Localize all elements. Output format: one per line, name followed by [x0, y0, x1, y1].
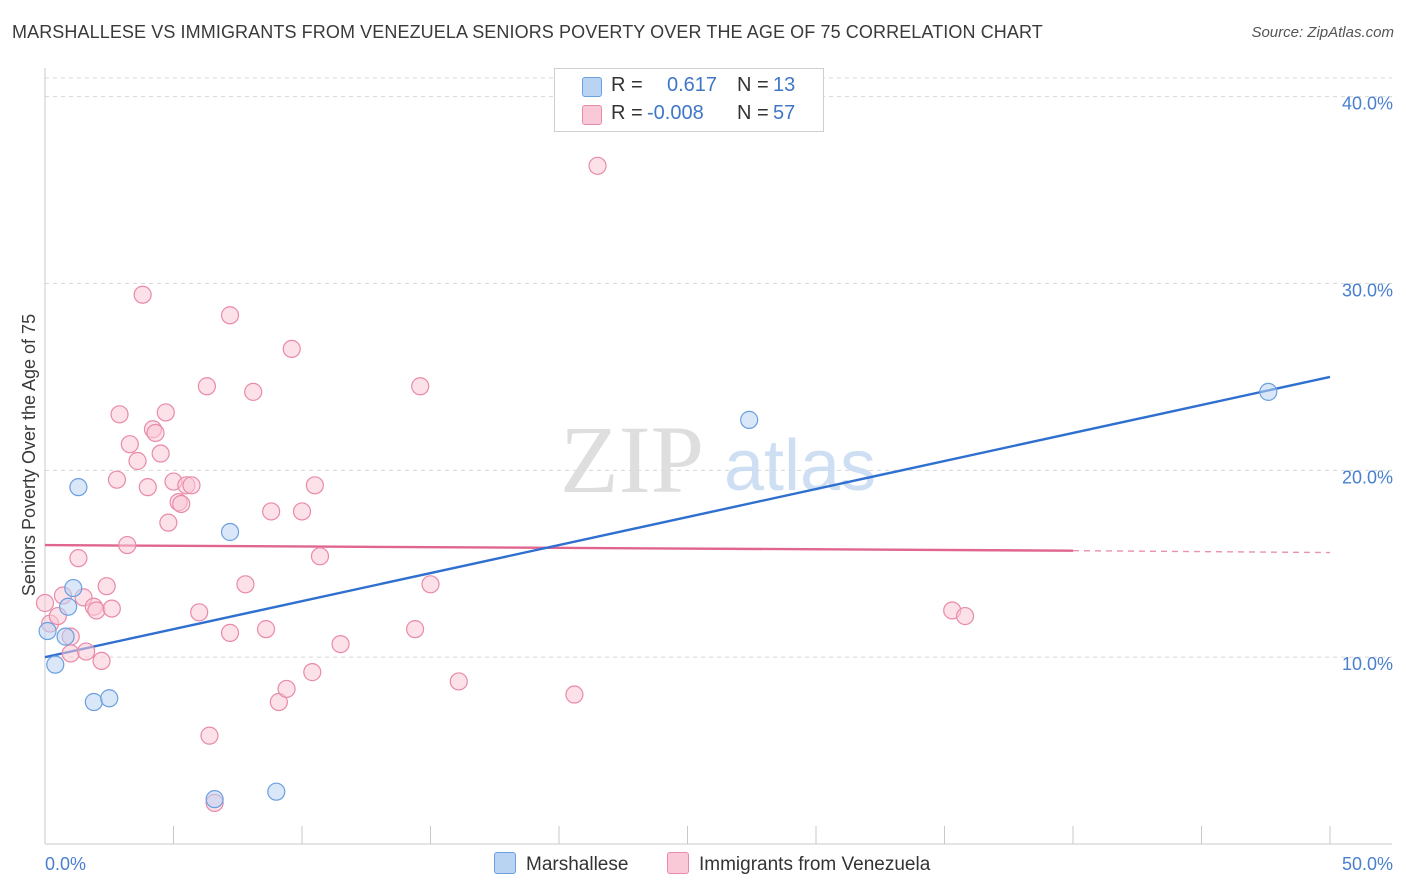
y-axis-title: Seniors Poverty Over the Age of 75	[19, 314, 39, 596]
venezuela-point	[97, 577, 116, 596]
venezuela-point	[102, 599, 121, 618]
axes-layer	[44, 68, 1392, 845]
source-credit: Source: ZipAtlas.com	[1251, 24, 1394, 41]
bottom-legend-label-venezuela: Immigrants from Venezuela	[699, 854, 931, 875]
legend-swatch-venezuela	[582, 105, 602, 125]
venezuela-point	[69, 549, 88, 568]
venezuela-point	[256, 620, 276, 639]
marshallese-point	[740, 410, 759, 429]
venezuela-point	[220, 306, 240, 325]
legend-r-label: R =	[611, 102, 643, 124]
legend-r-value: -0.008	[647, 102, 704, 124]
marshallese-point	[220, 522, 240, 542]
bottom-legend-swatch-venezuela	[667, 852, 689, 874]
legend-n-value: 13	[773, 74, 796, 96]
watermark: ZIP atlas	[560, 406, 876, 513]
venezuela-point	[197, 377, 217, 396]
venezuela-point	[565, 685, 584, 704]
venezuela-point	[955, 606, 975, 626]
venezuela-trend-line	[44, 543, 1074, 552]
bottom-legend-marshallese: Marshallese	[494, 852, 628, 876]
watermark-atlas: atlas	[724, 426, 876, 506]
bottom-legend-swatch-marshallese	[494, 852, 516, 874]
venezuela-point	[35, 593, 55, 613]
y-tick-label: 30.0%	[1342, 281, 1393, 301]
points-layer	[35, 156, 1278, 812]
venezuela-point	[120, 435, 139, 454]
marshallese-point	[46, 655, 65, 674]
correlation-legend: R = 0.617 N = 13 R = -0.008 N = 57	[554, 68, 824, 132]
venezuela-point	[405, 620, 425, 639]
y-tick-label: 10.0%	[1342, 654, 1393, 674]
trend-layer	[44, 375, 1331, 659]
labels-layer: 10.0% 20.0% 30.0% 40.0% 0.0% 50.0% Seniors Pov…	[19, 94, 1393, 874]
y-tick-label: 40.0%	[1342, 94, 1393, 114]
venezuela-point	[449, 672, 468, 691]
venezuela-point	[110, 405, 129, 424]
venezuela-point	[107, 470, 127, 489]
legend-r-value: 0.617	[667, 74, 718, 96]
venezuela-point	[151, 444, 170, 463]
venezuela-point	[87, 601, 106, 620]
venezuela-point	[411, 377, 430, 396]
venezuela-point	[77, 642, 96, 661]
venezuela-point	[262, 502, 281, 521]
venezuela-point	[303, 663, 322, 682]
grid-layer	[45, 77, 1392, 658]
venezuela-point	[118, 535, 137, 555]
chart-title: MARSHALLESE VS IMMIGRANTS FROM VENEZUELA…	[12, 22, 1043, 42]
marshallese-point	[100, 689, 119, 708]
venezuela-point	[220, 623, 240, 642]
venezuela-point	[61, 644, 80, 663]
venezuela-point	[159, 513, 178, 532]
venezuela-point	[146, 423, 165, 443]
venezuela-point	[277, 679, 296, 699]
legend-r-label: R =	[611, 74, 643, 96]
venezuela-point	[156, 403, 175, 422]
marshallese-point	[69, 478, 88, 497]
venezuela-point	[588, 156, 607, 175]
venezuela-point	[182, 476, 201, 495]
bottom-legend-venezuela: Immigrants from Venezuela	[667, 852, 930, 876]
venezuela-point	[128, 451, 147, 471]
marshallese-point	[267, 782, 286, 801]
legend-row-venezuela: R = -0.008 N = 57	[555, 100, 823, 128]
x-tick-label: 50.0%	[1342, 854, 1393, 874]
venezuela-point	[292, 502, 312, 521]
watermark-zip: ZIP	[560, 406, 704, 513]
legend-row-marshallese: R = 0.617 N = 13	[555, 72, 823, 100]
venezuela-point	[421, 575, 440, 594]
venezuela-point	[172, 494, 191, 514]
venezuela-point	[331, 634, 350, 654]
venezuela-point	[138, 478, 157, 497]
venezuela-point	[190, 603, 209, 622]
marshallese-point	[1259, 382, 1278, 401]
marshallese-point	[205, 790, 224, 809]
marshallese-point	[84, 692, 103, 712]
venezuela-point	[133, 285, 152, 304]
legend-n-label: N =	[737, 102, 769, 124]
marshallese-point	[59, 597, 78, 616]
marshallese-point	[38, 621, 57, 641]
venezuela-point	[282, 339, 301, 359]
marshallese-point	[56, 627, 75, 646]
venezuela-point	[310, 547, 330, 566]
venezuela-point	[244, 382, 263, 401]
venezuela-trend-extension	[1072, 549, 1331, 554]
legend-n-value: 57	[773, 102, 796, 124]
venezuela-point	[200, 726, 219, 745]
y-tick-label: 20.0%	[1342, 467, 1393, 487]
legend-n-label: N =	[737, 74, 769, 96]
x-tick-label: 0.0%	[45, 854, 86, 874]
bottom-legend-label-marshallese: Marshallese	[526, 854, 629, 875]
venezuela-point	[305, 476, 324, 495]
legend-swatch-marshallese	[582, 77, 602, 97]
marshallese-point	[64, 578, 83, 598]
venezuela-point	[236, 575, 255, 594]
venezuela-point	[92, 651, 111, 671]
marshallese-trend-line	[44, 375, 1331, 659]
